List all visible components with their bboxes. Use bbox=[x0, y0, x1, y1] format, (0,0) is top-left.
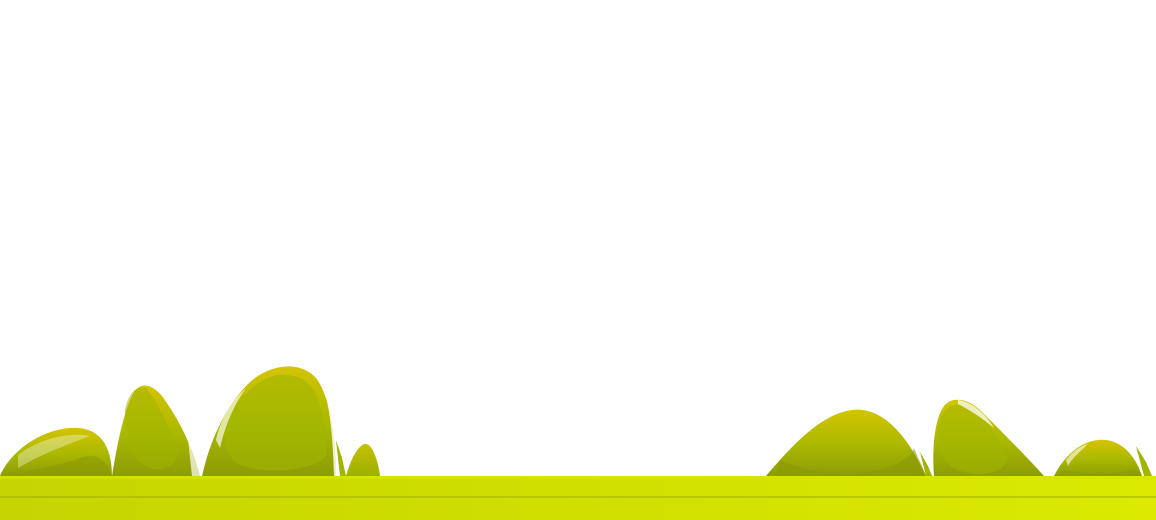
ground-strip bbox=[0, 476, 1156, 520]
bush-tall-narrow bbox=[112, 385, 200, 476]
bush-sprout bbox=[336, 440, 380, 476]
bush-large bbox=[202, 366, 338, 476]
right-bush-cluster bbox=[766, 399, 1152, 476]
bush-small-right bbox=[1054, 439, 1152, 476]
bush-tall-right bbox=[933, 399, 1044, 476]
left-bush-cluster bbox=[0, 366, 380, 476]
bush-small-left bbox=[0, 427, 112, 476]
bush-wide-mound bbox=[766, 409, 932, 476]
